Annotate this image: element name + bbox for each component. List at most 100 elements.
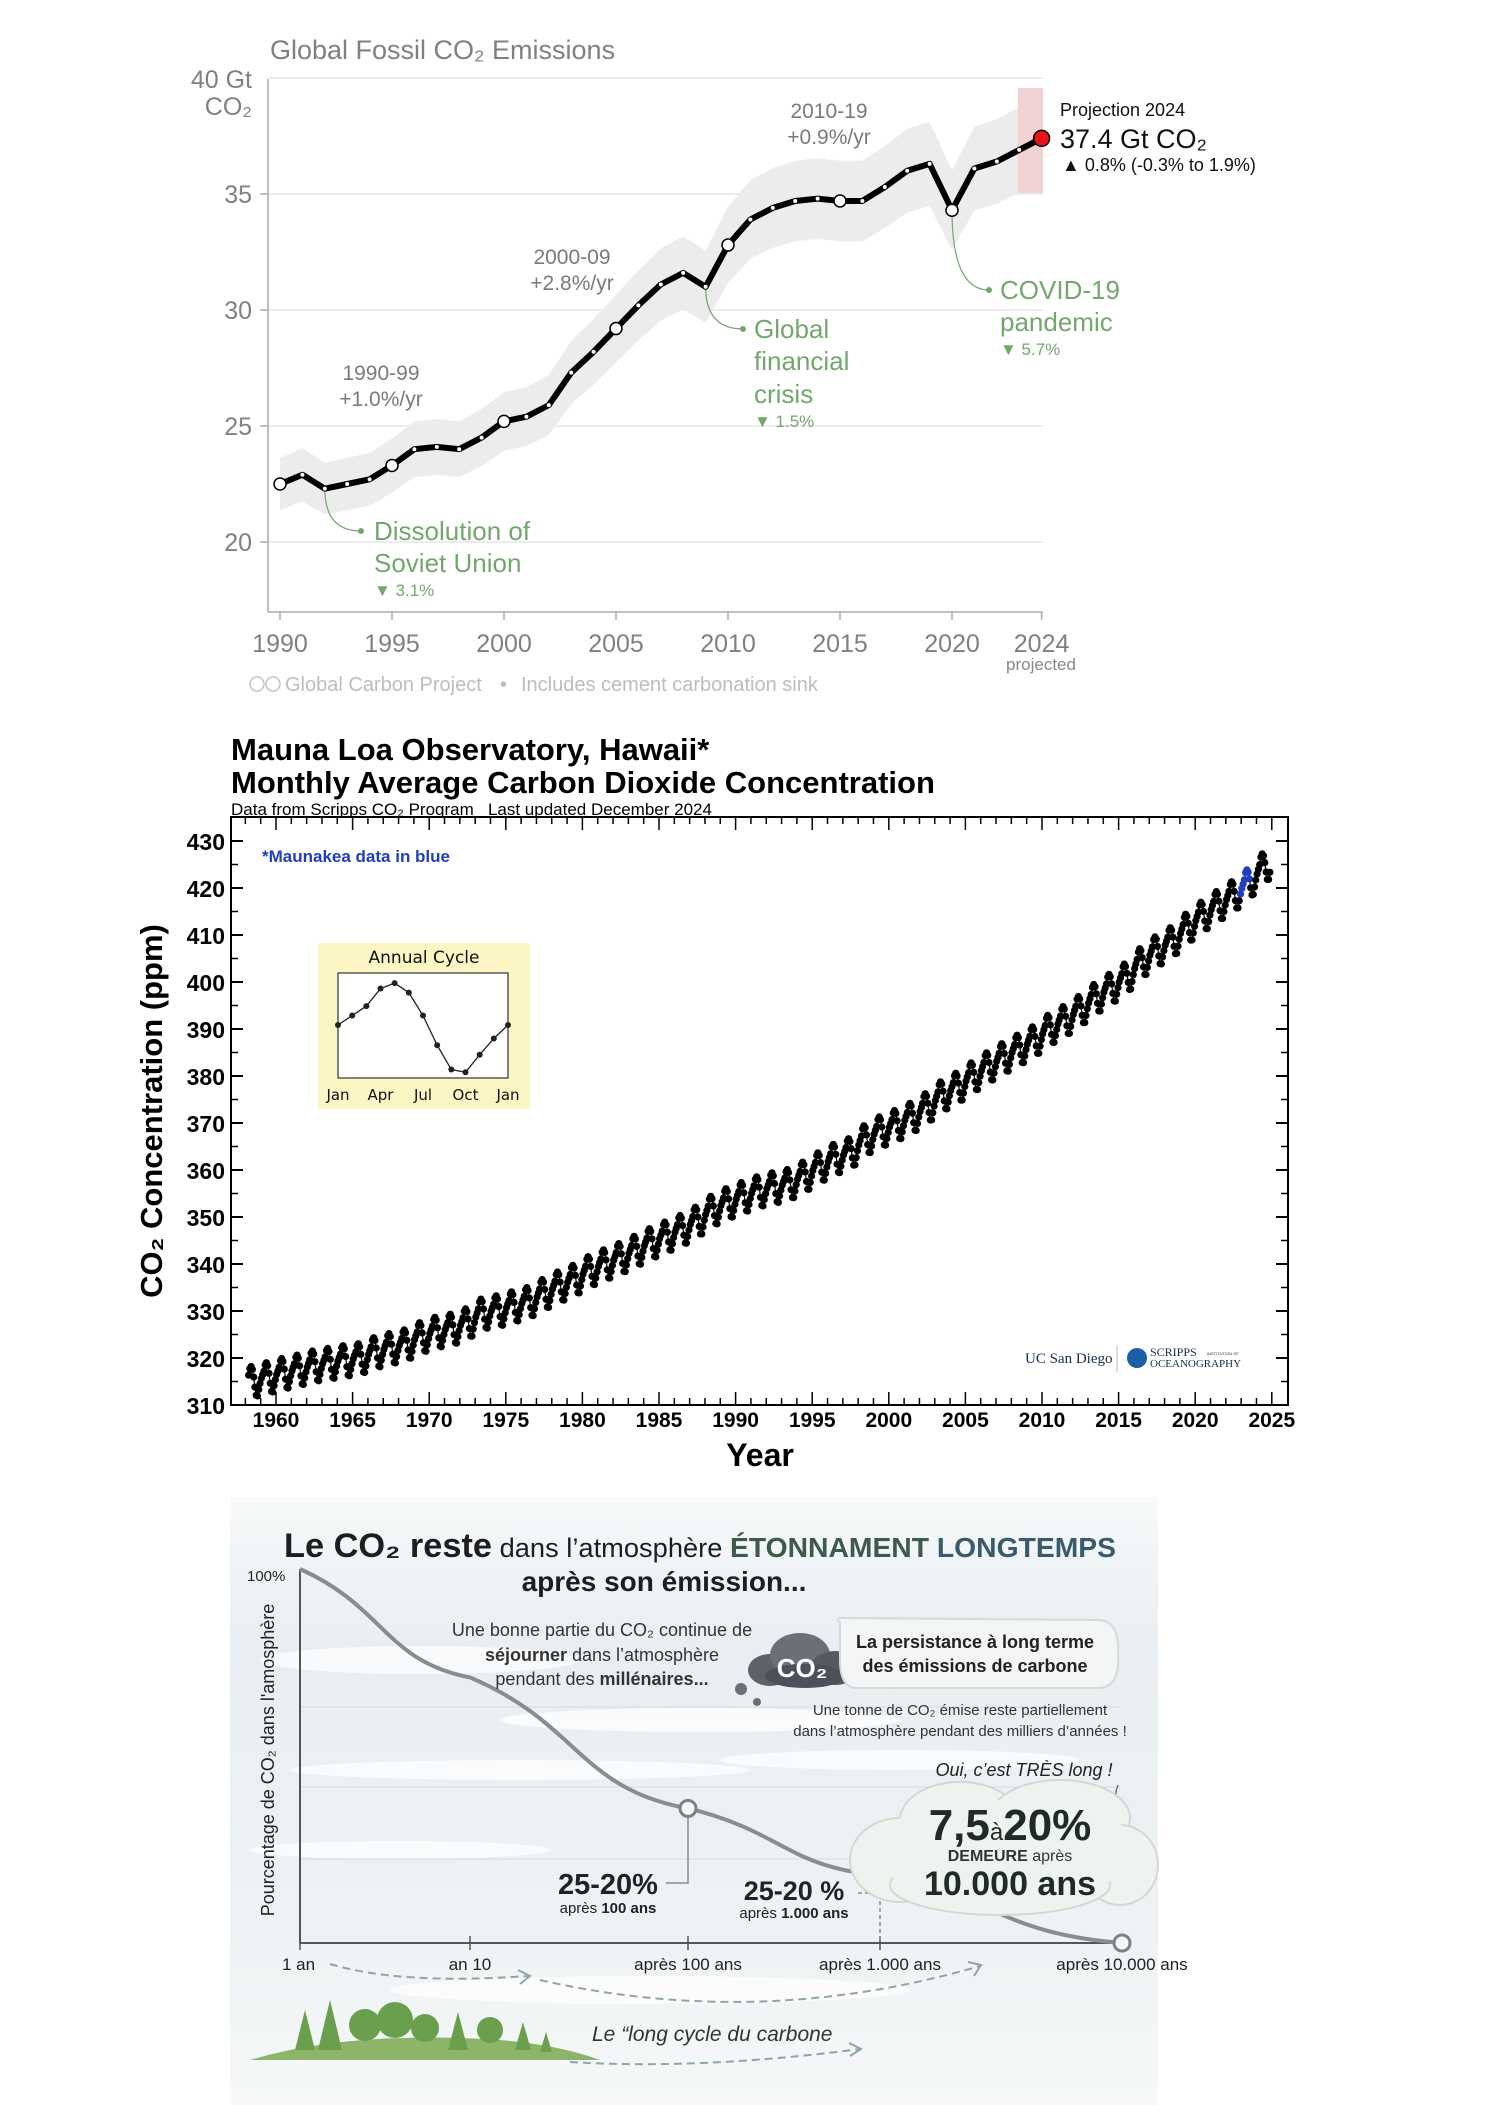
mauna-loa-point xyxy=(556,1278,564,1286)
mauna-loa-point xyxy=(959,1089,968,1097)
mauna-loa-point xyxy=(1205,918,1213,926)
footer-separator: • xyxy=(500,674,507,696)
mauna-loa-point xyxy=(248,1365,256,1373)
mauna-loa-point xyxy=(1174,942,1182,950)
x-tick-label: 2015 xyxy=(1095,1409,1142,1432)
mauna-loa-point xyxy=(330,1374,338,1382)
mauna-loa-point xyxy=(1065,1029,1073,1038)
mauna-loa-point xyxy=(280,1365,288,1373)
mauna-loa-point xyxy=(1153,942,1162,951)
mauna-loa-point xyxy=(1189,929,1197,937)
y-tick-label: 20 xyxy=(224,529,252,557)
mauna-loa-point xyxy=(961,1083,969,1091)
mauna-loa-point xyxy=(250,1373,258,1381)
mauna-loa-point xyxy=(638,1253,646,1261)
mauna-loa-point xyxy=(852,1154,860,1162)
mauna-loa-point xyxy=(1175,935,1183,943)
tonne-note: Une tonne de CO₂ émise reste partielleme… xyxy=(793,1702,1127,1740)
mauna-loa-point xyxy=(740,1189,748,1197)
mauna-loa-point xyxy=(1102,980,1111,988)
mauna-loa-point xyxy=(862,1131,871,1139)
projected-note: projected xyxy=(1006,655,1076,674)
mauna-loa-point xyxy=(1072,1002,1080,1010)
chart3-ticks: 1 an an 10 après 100 ans après 1.000 ans apr… xyxy=(282,1936,1188,1974)
y-tick-label: 35 xyxy=(224,181,252,209)
bubble-line1: La persistance à long terme xyxy=(856,1632,1094,1652)
mauna-loa-point xyxy=(882,1141,890,1149)
institution-logos: UC San Diego SCRIPPS INSTITUTION OF OCEA… xyxy=(1025,1345,1241,1372)
inset-point xyxy=(405,989,412,996)
mauna-loa-point xyxy=(739,1181,747,1189)
mauna-loa-point xyxy=(1035,1049,1043,1057)
decade-2000s-period: 2000-09 xyxy=(533,246,610,269)
mauna-loa-point xyxy=(1128,978,1136,986)
mauna-loa-point xyxy=(1230,887,1238,895)
mauna-loa-point xyxy=(785,1168,793,1177)
mauna-loa-point xyxy=(483,1324,491,1332)
mauna-loa-point xyxy=(759,1202,767,1210)
mauna-loa-point xyxy=(1183,912,1191,920)
mauna-loa-point xyxy=(700,1216,708,1224)
emission-point xyxy=(569,370,574,375)
mauna-loa-point xyxy=(846,1137,854,1146)
y-tick-100: 100% xyxy=(247,1568,285,1585)
footer-note: Includes cement carbonation sink xyxy=(521,674,819,696)
persistence-note: Une bonne partie du CO₂ continue de séjo… xyxy=(452,1620,752,1689)
svg-text:après 100 ans: après 100 ans xyxy=(560,1900,657,1917)
mauna-loa-point xyxy=(1077,1002,1085,1010)
mauna-loa-point xyxy=(968,1061,977,1069)
mauna-loa-point xyxy=(1252,876,1260,884)
emission-point xyxy=(367,477,372,482)
emission-point xyxy=(833,194,847,208)
y-unit-label-line1: 40 Gt xyxy=(191,66,252,94)
emission-point xyxy=(721,238,735,252)
mauna-loa-point xyxy=(454,1333,462,1341)
decade-annotations: 1990-99 +1.0%/yr 2000-09 +2.8%/yr 2010-1… xyxy=(339,100,870,411)
svg-text:DEMEURE après: DEMEURE après xyxy=(948,1848,1072,1865)
mauna-loa-point xyxy=(892,1109,900,1117)
mauna-loa-point xyxy=(853,1147,862,1155)
mauna-loa-point xyxy=(985,1058,993,1067)
mauna-loa-point xyxy=(1210,897,1218,906)
mauna-loa-point xyxy=(811,1158,820,1166)
mauna-loa-point xyxy=(883,1135,891,1143)
mauna-loa-point xyxy=(377,1356,385,1364)
mauna-loa-point xyxy=(808,1172,816,1180)
mauna-loa-point xyxy=(606,1274,614,1282)
y-tick-label: 410 xyxy=(187,923,225,949)
mauna-loa-point xyxy=(310,1350,318,1358)
mauna-loa-point xyxy=(1036,1042,1044,1050)
emission-point xyxy=(497,414,511,429)
event-covid-line2: pandemic xyxy=(1000,307,1113,337)
mauna-loa-point xyxy=(631,1235,640,1243)
mauna-loa-point xyxy=(970,1068,978,1076)
y-tick-label: 370 xyxy=(187,1111,225,1137)
mauna-loa-point xyxy=(423,1341,431,1349)
mauna-loa-point xyxy=(422,1347,430,1355)
mauna-loa-point xyxy=(601,1248,609,1257)
mauna-loa-point xyxy=(774,1198,783,1206)
persistence-point xyxy=(1112,1933,1132,1953)
mauna-loa-point xyxy=(1234,904,1242,912)
mauna-loa-point xyxy=(1235,897,1243,905)
persist-bold1: séjourner xyxy=(485,1645,567,1665)
mauna-loa-point xyxy=(699,1223,707,1231)
mauna-loa-point xyxy=(662,1221,670,1229)
mauna-loa-point xyxy=(525,1294,534,1302)
mauna-loa-point xyxy=(836,1169,844,1177)
mauna-loa-point xyxy=(684,1232,692,1240)
big-years: 10.000 ans xyxy=(924,1865,1096,1903)
persistence-point xyxy=(678,1798,698,1818)
x-tick-label: 2010 xyxy=(700,630,756,658)
persist-line2: dans l’atmosphère xyxy=(567,1645,719,1665)
mauna-loa-point xyxy=(1076,995,1084,1003)
mauna-loa-point xyxy=(1219,914,1227,923)
maunakea-note: *Maunakea data in blue xyxy=(262,847,450,866)
x-tick-label: 2005 xyxy=(588,630,644,658)
mauna-loa-point xyxy=(806,1178,814,1187)
inset-x-label: Oct xyxy=(453,1086,479,1104)
svg-text:pendant des millénaires...: pendant des millénaires... xyxy=(495,1669,708,1689)
chart2-title-line1: Mauna Loa Observatory, Hawaii* xyxy=(231,732,710,767)
mauna-loa-point xyxy=(1265,875,1273,884)
